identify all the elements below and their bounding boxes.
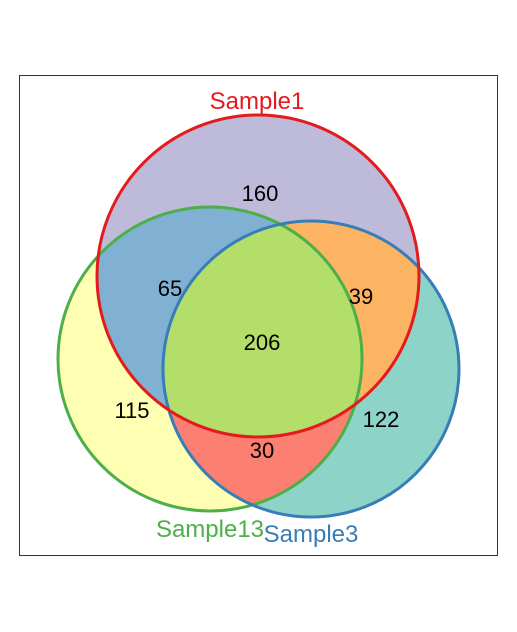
region-label-sample13-sample3: 30	[250, 438, 274, 463]
outline-sample13	[56, 205, 364, 513]
outline-sample3	[161, 219, 461, 519]
region-label-sample3-only: 122	[363, 407, 400, 432]
region-label-sample1-sample3: 39	[349, 284, 373, 309]
region-labels: 160 115 122 65 39 30 206	[114, 181, 399, 463]
outline-sample1	[95, 113, 421, 439]
region-label-sample1-only: 160	[242, 181, 279, 206]
region-label-sample1-sample13: 65	[158, 276, 182, 301]
set-labels: Sample1 Sample13 Sample3	[156, 88, 358, 548]
region-label-sample13-only: 115	[114, 398, 149, 423]
set-label-sample3: Sample3	[264, 521, 359, 548]
plot-frame	[19, 75, 498, 556]
region-label-all-three: 206	[244, 330, 281, 355]
set-label-sample1: Sample1	[210, 88, 305, 115]
region-fill-all-three	[163, 221, 362, 437]
set-outlines	[56, 113, 461, 519]
set-label-sample13: Sample13	[156, 516, 264, 543]
